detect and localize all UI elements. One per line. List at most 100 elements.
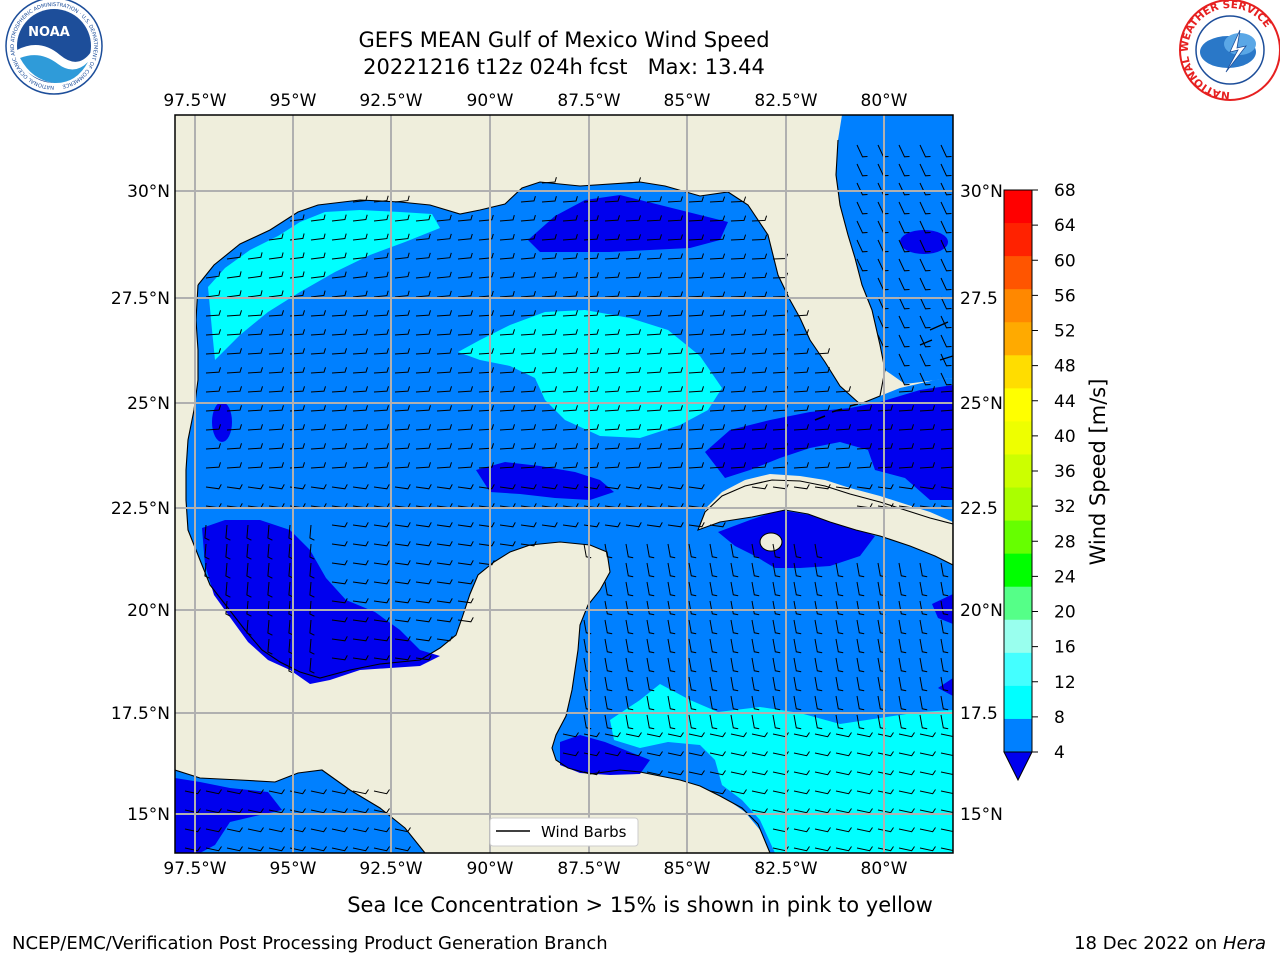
wind-barb <box>835 638 844 654</box>
wind-barb <box>225 600 231 617</box>
wind-barb <box>373 541 390 547</box>
wind-barb <box>835 443 851 450</box>
wind-barb <box>940 277 952 291</box>
wind-barb <box>394 827 411 833</box>
wind-barb <box>793 405 809 412</box>
wind-barb <box>709 714 718 730</box>
wind-barb <box>919 386 935 393</box>
wind-barb <box>205 484 222 490</box>
speed-lt4-texas-blob <box>212 402 232 442</box>
wind-barb <box>562 348 578 355</box>
wind-barb <box>309 657 315 674</box>
wind-barb <box>415 271 431 279</box>
wind-barb <box>331 579 348 585</box>
wind-barb <box>793 789 810 795</box>
wind-barb <box>226 252 242 260</box>
wind-barb <box>331 367 347 374</box>
wind-barb <box>646 386 662 393</box>
wind-barb <box>814 600 823 616</box>
wind-barb <box>288 657 294 674</box>
coastline-pacific <box>175 769 426 853</box>
wind-barb <box>520 484 537 490</box>
wind-barb <box>667 462 683 469</box>
wind-barb <box>814 443 830 450</box>
wind-barb <box>415 484 432 490</box>
lon-label-top: 87.5°W <box>557 91 620 111</box>
date-line: 18 Dec 2022 on Hera <box>1074 933 1266 954</box>
wind-barb <box>478 329 494 336</box>
wind-barb <box>478 290 494 298</box>
wind-barb <box>373 233 389 241</box>
wind-barb <box>205 386 221 393</box>
wind-barb <box>394 484 411 490</box>
wind-barb <box>919 714 928 730</box>
wind-barb <box>625 522 642 528</box>
wind-barb <box>331 386 347 393</box>
wind-barb <box>246 581 252 598</box>
wind-barb <box>940 409 953 412</box>
wind-barb <box>751 732 768 738</box>
longitude-labels-bottom: 97.5°W 95°W 92.5°W 90°W 87.5°W 85°W 82.5°W 80°W <box>163 859 907 879</box>
wind-barb <box>520 214 536 222</box>
wind-barb <box>898 144 910 158</box>
wind-barb <box>541 386 557 393</box>
wind-barb <box>394 348 410 355</box>
wind-barb <box>667 581 676 597</box>
colorbar-tick-label: 52 <box>1054 322 1076 342</box>
wind-barb <box>751 310 767 317</box>
wind-barb <box>730 789 747 795</box>
wind-barb <box>331 541 348 547</box>
wind-barb <box>940 733 953 738</box>
wind-barb <box>877 827 894 833</box>
colorbar-segment <box>1004 718 1032 753</box>
wind-barb <box>478 522 495 528</box>
wind-barb <box>246 524 252 541</box>
colorbar-tick-label: 24 <box>1054 567 1076 587</box>
wind-barb <box>730 695 739 711</box>
wind-barb <box>499 386 515 393</box>
wind-barb <box>331 443 347 450</box>
wind-barb <box>856 163 868 177</box>
wind-barb <box>688 272 704 279</box>
wind-barb <box>772 543 781 559</box>
wind-barb <box>667 522 684 528</box>
wind-barb <box>415 522 432 528</box>
wind-barb <box>940 505 953 509</box>
wind-barb <box>331 598 348 604</box>
wind-barb <box>394 541 411 547</box>
wind-barb <box>562 310 578 317</box>
wind-barb <box>835 732 852 738</box>
wind-barb <box>814 562 823 578</box>
wind-barb <box>856 220 868 234</box>
wind-barb <box>541 196 557 203</box>
wind-barb <box>562 386 578 393</box>
wind-barb <box>688 253 704 260</box>
credit-line: NCEP/EMC/Verification Post Processing Pr… <box>12 933 608 954</box>
wind-barb <box>646 695 655 711</box>
wind-barb <box>373 195 389 203</box>
wind-barb <box>373 636 390 642</box>
wind-barb <box>436 252 452 260</box>
wind-barb <box>919 334 931 348</box>
wind-barb <box>814 732 831 738</box>
wind-barb <box>520 310 536 317</box>
wind-barb <box>309 581 315 598</box>
wind-barb <box>814 808 831 814</box>
wind-barb <box>814 846 831 852</box>
wind-barb <box>919 695 928 711</box>
wind-barb <box>288 600 294 617</box>
wind-barb <box>709 619 718 635</box>
wind-barb <box>310 271 326 279</box>
wind-barb <box>940 657 949 673</box>
wind-barb <box>373 522 390 528</box>
wind-barb <box>415 617 432 623</box>
wind-barb <box>331 424 347 431</box>
wind-barb <box>730 543 739 559</box>
wind-barb <box>625 405 641 412</box>
wind-barb <box>541 367 557 374</box>
wind-barb <box>394 636 411 642</box>
map-legend: Wind Barbs <box>489 817 639 847</box>
wind-barb <box>457 462 473 469</box>
wind-barb <box>856 239 868 253</box>
wind-barb <box>814 484 831 490</box>
